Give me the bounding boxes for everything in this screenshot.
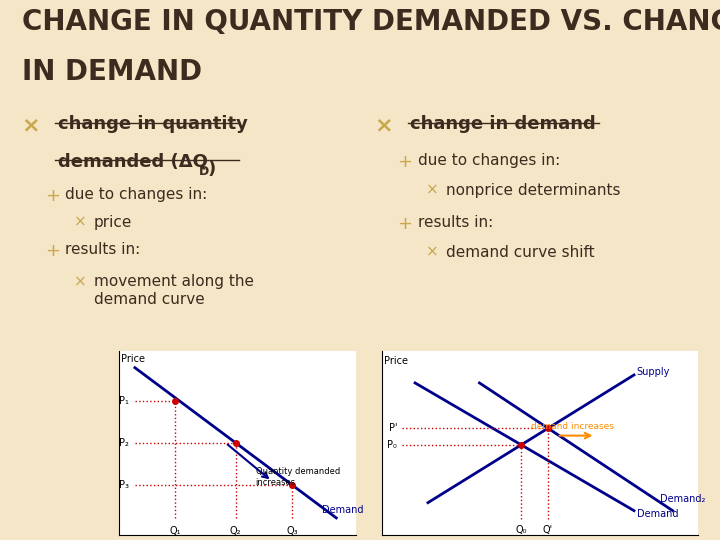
Text: movement along the
demand curve: movement along the demand curve (94, 274, 253, 307)
Text: ×: × (73, 274, 86, 289)
Text: Price: Price (121, 354, 145, 364)
Text: Q': Q' (543, 525, 553, 535)
Text: ): ) (207, 160, 215, 178)
Text: Price: Price (384, 356, 408, 366)
Text: P₂: P₂ (119, 438, 129, 448)
Text: +: + (397, 153, 413, 171)
Text: Q₂: Q₂ (230, 526, 241, 536)
Text: demand increases: demand increases (531, 422, 614, 431)
Text: Demand: Demand (322, 505, 364, 515)
Text: ×: × (426, 183, 439, 198)
Text: P₃: P₃ (119, 480, 129, 490)
Text: price: price (94, 215, 132, 230)
Text: IN DEMAND: IN DEMAND (22, 58, 202, 86)
Text: due to changes in:: due to changes in: (418, 153, 560, 168)
Text: due to changes in:: due to changes in: (65, 187, 207, 202)
Text: results in:: results in: (418, 215, 493, 230)
Text: ×: × (22, 116, 40, 136)
Text: +: + (45, 242, 60, 260)
Text: ×: × (73, 215, 86, 230)
Text: +: + (397, 215, 413, 233)
Text: Q₃: Q₃ (286, 526, 298, 536)
Text: Supply: Supply (636, 367, 670, 377)
Text: Demand₂: Demand₂ (660, 495, 705, 504)
Text: ×: × (426, 245, 439, 260)
Text: CHANGE IN QUANTITY DEMANDED VS. CHANGE: CHANGE IN QUANTITY DEMANDED VS. CHANGE (22, 8, 720, 36)
Text: Q₁: Q₁ (169, 526, 181, 536)
Text: results in:: results in: (65, 242, 140, 257)
Text: D: D (199, 165, 209, 178)
Text: Quantity demanded
increases: Quantity demanded increases (256, 467, 340, 487)
Text: change in quantity: change in quantity (58, 116, 248, 133)
Text: demanded (ΔQ: demanded (ΔQ (58, 153, 207, 171)
Text: P₀: P₀ (387, 440, 397, 450)
Text: nonprice determinants: nonprice determinants (446, 183, 621, 198)
Text: +: + (45, 187, 60, 206)
Text: P₁: P₁ (119, 396, 129, 406)
Text: Q₀: Q₀ (516, 525, 527, 535)
Text: demand curve shift: demand curve shift (446, 245, 595, 260)
Text: change in demand: change in demand (410, 116, 596, 133)
Text: ×: × (374, 116, 393, 136)
Text: Demand: Demand (636, 509, 678, 519)
Text: P': P' (389, 423, 397, 433)
